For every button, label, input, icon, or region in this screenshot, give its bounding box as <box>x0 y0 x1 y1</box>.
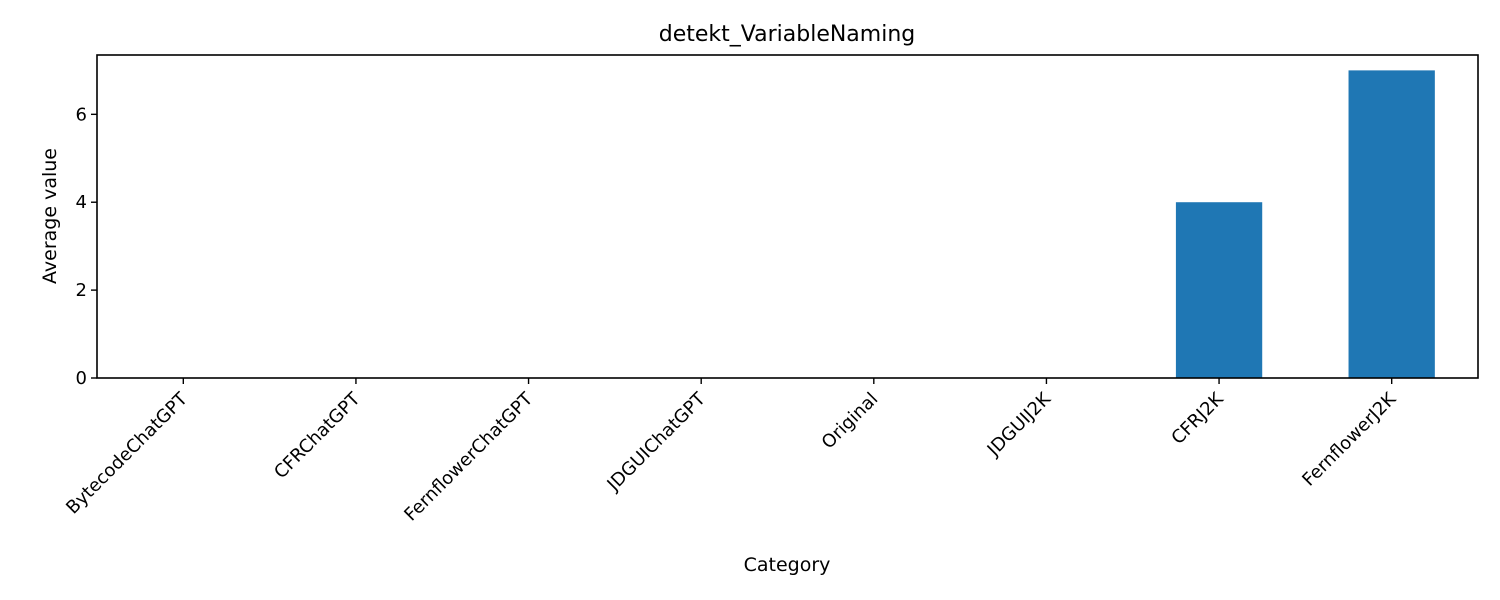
x-axis: BytecodeChatGPT CFRChatGPT FernflowerChatG… <box>62 378 1401 525</box>
chart-title: detekt_VariableNaming <box>659 22 916 47</box>
x-axis-label: Category <box>744 554 831 576</box>
x-tick-label: JDGUIJ2K <box>983 388 1056 461</box>
bar-FernflowerJ2K <box>1348 70 1435 378</box>
x-tick-label: JDGUIChatGPT <box>603 388 711 496</box>
y-tick-label: 0 <box>76 368 87 389</box>
x-tick-label: CFRJ2K <box>1167 388 1228 449</box>
y-tick-label: 4 <box>76 192 87 213</box>
y-axis: 0 2 4 6 <box>76 104 97 389</box>
x-tick-label: FernflowerChatGPT <box>400 388 537 525</box>
plot-frame <box>96 54 1479 379</box>
y-axis-label: Average value <box>39 148 61 284</box>
x-tick-label: FernflowerJ2K <box>1298 388 1401 491</box>
x-tick-label: Original <box>818 389 883 454</box>
y-tick-label: 6 <box>76 104 87 125</box>
bars <box>1175 70 1435 378</box>
bar-CFRJ2K <box>1175 202 1263 378</box>
x-tick-label: CFRChatGPT <box>270 388 365 483</box>
x-tick-label: BytecodeChatGPT <box>62 388 192 518</box>
y-tick-label: 2 <box>76 280 87 301</box>
